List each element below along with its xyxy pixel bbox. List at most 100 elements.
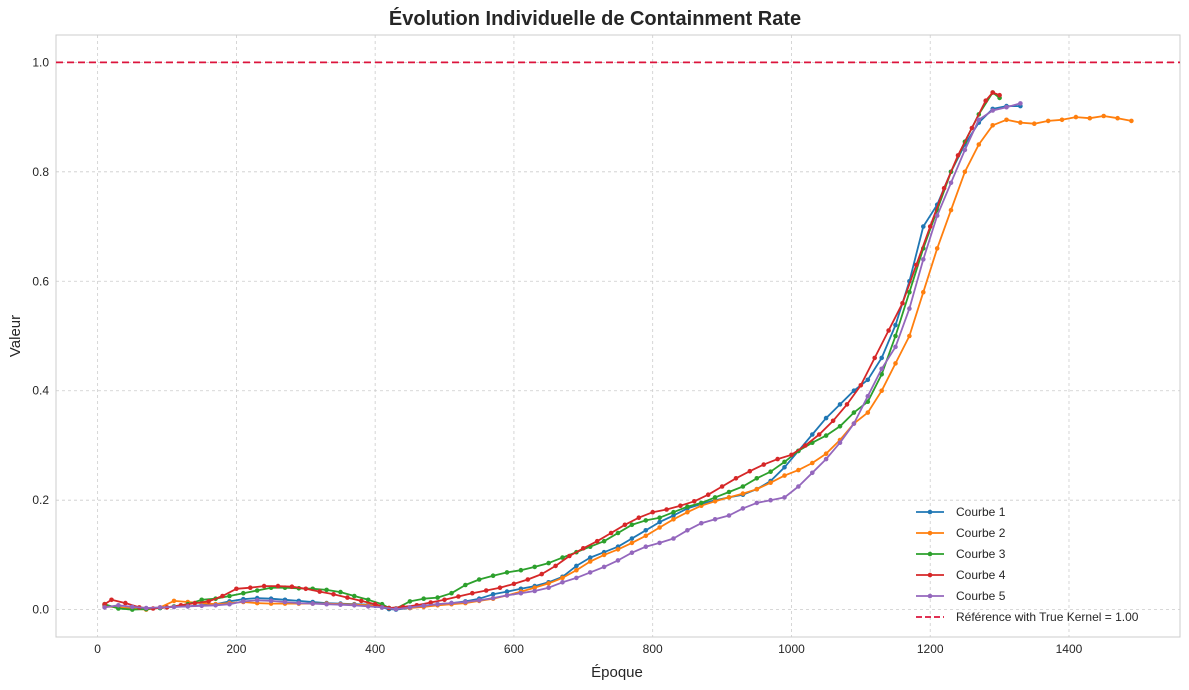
data-point	[241, 590, 246, 596]
data-point	[268, 598, 274, 604]
data-point	[823, 456, 829, 462]
x-tick-label: 400	[365, 642, 385, 656]
data-point	[657, 540, 662, 546]
data-point	[747, 468, 753, 474]
data-point	[761, 462, 766, 467]
data-point	[220, 593, 225, 599]
data-point	[997, 92, 1002, 98]
data-point	[213, 603, 218, 608]
data-point	[962, 147, 968, 153]
data-point	[560, 575, 565, 581]
data-point	[941, 185, 947, 191]
data-point	[546, 585, 551, 590]
data-point	[1018, 101, 1023, 106]
x-tick-label: 600	[504, 642, 524, 656]
series-line	[104, 91, 1001, 611]
data-point	[900, 300, 905, 306]
data-point	[227, 601, 232, 607]
y-tick-label: 0.6	[32, 274, 49, 288]
x-tick-label: 200	[226, 642, 246, 656]
data-point	[359, 598, 364, 604]
data-point	[643, 518, 649, 523]
data-point	[241, 599, 246, 604]
data-point	[927, 224, 933, 229]
data-point	[879, 388, 884, 394]
data-point	[1059, 117, 1065, 123]
data-point	[657, 525, 662, 530]
data-point	[726, 489, 732, 495]
data-point	[1129, 118, 1134, 124]
data-point	[615, 547, 621, 552]
data-point	[199, 597, 204, 603]
data-point	[518, 590, 524, 596]
data-point	[955, 153, 961, 158]
data-point	[532, 585, 537, 590]
data-point	[740, 506, 746, 511]
data-point	[865, 399, 871, 405]
data-point	[109, 597, 114, 603]
y-tick-label: 0.8	[32, 165, 49, 179]
data-point	[879, 355, 884, 361]
data-point	[497, 585, 503, 590]
data-point	[629, 522, 635, 528]
data-point	[851, 410, 857, 415]
x-tick-label: 1000	[778, 642, 805, 656]
data-point	[130, 604, 135, 610]
data-point	[1018, 120, 1023, 125]
data-point	[934, 246, 940, 251]
data-point	[254, 598, 260, 603]
data-point	[990, 108, 995, 113]
data-point	[1073, 114, 1079, 120]
data-point	[712, 517, 718, 522]
legend-marker	[927, 530, 933, 536]
data-point	[456, 594, 461, 599]
data-point	[1032, 121, 1037, 126]
y-tick-label: 0.4	[32, 384, 49, 398]
data-point	[587, 555, 593, 560]
data-point	[532, 564, 537, 570]
data-point	[102, 601, 107, 607]
data-point	[816, 432, 822, 437]
data-point	[470, 590, 475, 596]
data-point	[449, 590, 454, 596]
data-point	[782, 459, 787, 465]
data-point	[789, 452, 794, 458]
data-point	[712, 495, 718, 500]
y-tick-label: 0.0	[32, 603, 49, 617]
data-point	[587, 570, 593, 575]
data-point	[504, 589, 510, 594]
data-point	[421, 603, 427, 609]
x-tick-label: 1200	[917, 642, 944, 656]
legend-item: Courbe 3	[916, 547, 1006, 561]
data-point	[782, 465, 787, 470]
data-point	[768, 469, 773, 475]
data-point	[810, 432, 815, 437]
data-point	[1045, 118, 1051, 124]
data-point	[726, 513, 732, 518]
data-point	[574, 575, 579, 581]
data-point	[532, 588, 537, 594]
data-point	[796, 484, 801, 489]
data-point	[643, 533, 649, 539]
data-point	[671, 513, 676, 518]
data-point	[490, 592, 496, 597]
data-point	[907, 333, 912, 339]
data-point	[601, 538, 607, 544]
plot-frame	[55, 34, 1181, 638]
data-point	[601, 564, 607, 570]
data-point	[261, 583, 267, 589]
data-point	[830, 418, 836, 424]
series-4	[102, 90, 1002, 611]
data-point	[768, 497, 773, 503]
data-point	[685, 509, 690, 515]
data-point	[823, 415, 829, 421]
data-point	[352, 593, 357, 599]
data-point	[102, 605, 107, 610]
legend-item: Référence with True Kernel = 1.00	[916, 610, 1139, 624]
data-point	[671, 536, 676, 541]
data-point	[754, 500, 760, 506]
legend-label: Courbe 4	[956, 568, 1006, 582]
data-point	[560, 555, 565, 560]
data-point	[227, 593, 232, 599]
